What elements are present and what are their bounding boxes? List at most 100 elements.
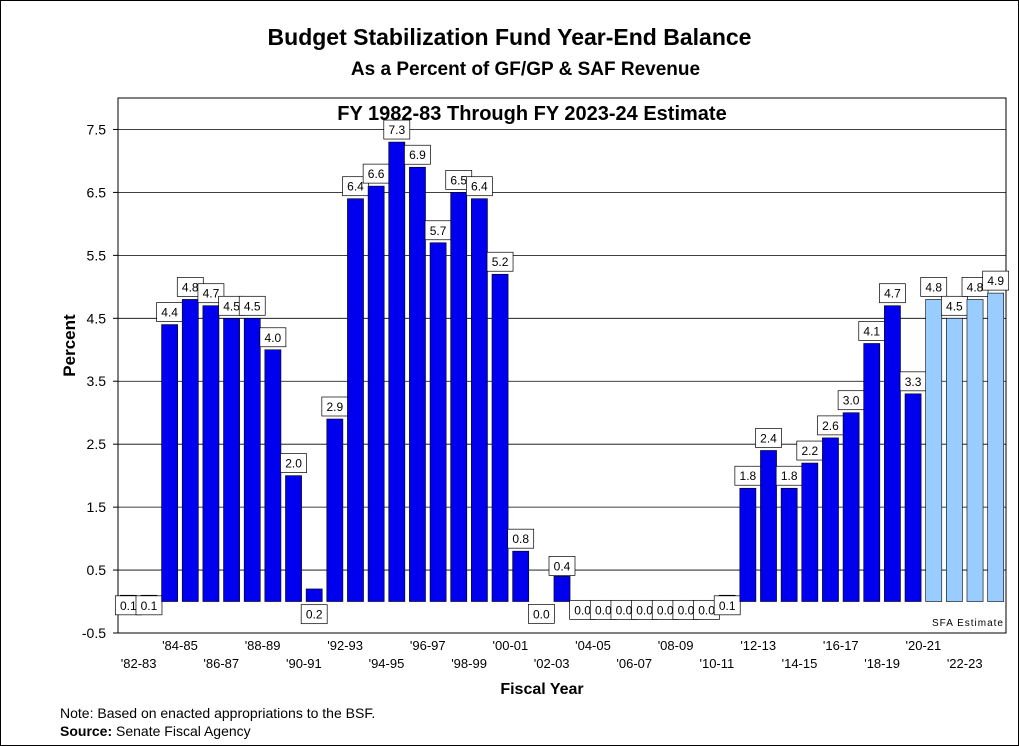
bar bbox=[429, 242, 447, 602]
data-label: 3.3 bbox=[905, 375, 922, 389]
data-label: 2.9 bbox=[326, 400, 343, 414]
data-label-box bbox=[300, 604, 328, 625]
data-label: 0.0 bbox=[595, 603, 612, 617]
source-text: Senate Fiscal Agency bbox=[112, 723, 251, 739]
data-label-box bbox=[383, 119, 411, 140]
data-label: 6.9 bbox=[409, 148, 426, 162]
bar bbox=[326, 418, 344, 602]
data-label: 4.1 bbox=[863, 324, 880, 338]
x-tick-label: '96-97 bbox=[410, 638, 446, 653]
data-label: 4.8 bbox=[925, 280, 942, 294]
bar bbox=[450, 192, 468, 602]
x-tick-label: '00-01 bbox=[493, 638, 529, 653]
y-axis-label: Percent bbox=[60, 314, 79, 377]
data-label: 4.4 bbox=[161, 306, 178, 320]
data-label-box bbox=[920, 277, 948, 297]
data-label: 0.0 bbox=[657, 603, 674, 617]
x-tick-label: '06-07 bbox=[616, 656, 652, 671]
bar bbox=[388, 141, 406, 602]
data-label: 4.0 bbox=[265, 331, 282, 345]
data-label: 4.8 bbox=[182, 280, 199, 294]
x-tick-label: '02-03 bbox=[534, 656, 570, 671]
estimate-note: SFA Estimate bbox=[932, 618, 1004, 629]
y-tick-label: -0.5 bbox=[82, 625, 106, 641]
y-tick-label: 1.5 bbox=[87, 499, 107, 515]
bar bbox=[946, 317, 963, 602]
data-label: 0.1 bbox=[719, 599, 736, 613]
y-tick-label: 0.5 bbox=[87, 562, 107, 578]
y-tick-label: 2.5 bbox=[87, 436, 107, 452]
chart-title: Budget Stabilization Fund Year-End Balan… bbox=[267, 24, 752, 50]
bar bbox=[223, 317, 240, 602]
data-label: 4.9 bbox=[987, 274, 1004, 288]
data-label-box bbox=[466, 176, 493, 197]
bar bbox=[305, 588, 323, 602]
x-tick-label: '86-87 bbox=[203, 656, 239, 671]
x-tick-label: '16-17 bbox=[823, 638, 859, 653]
data-label: 4.7 bbox=[203, 287, 220, 301]
x-tick-label: '04-05 bbox=[575, 638, 611, 653]
y-tick-label: 3.5 bbox=[87, 373, 107, 389]
data-label: 4.5 bbox=[946, 299, 963, 313]
x-tick-label: '92-93 bbox=[327, 638, 363, 653]
data-label: 0.1 bbox=[141, 599, 158, 613]
data-label-box bbox=[548, 556, 576, 576]
data-label: 0.0 bbox=[678, 603, 695, 617]
y-tick-label: 7.5 bbox=[87, 121, 107, 137]
bar bbox=[780, 487, 798, 602]
data-label: 1.8 bbox=[781, 469, 798, 483]
y-tick-label: 6.5 bbox=[87, 184, 107, 200]
data-label: 0.0 bbox=[533, 607, 550, 621]
bar bbox=[553, 576, 571, 602]
data-label: 6.4 bbox=[347, 180, 364, 194]
data-label: 0.0 bbox=[616, 603, 633, 617]
x-tick-label: '88-89 bbox=[245, 638, 281, 653]
data-label: 0.0 bbox=[574, 603, 591, 617]
data-label-box bbox=[755, 428, 782, 448]
x-tick-label: '10-11 bbox=[699, 656, 734, 671]
bar bbox=[512, 550, 530, 602]
y-tick-label: 5.5 bbox=[87, 247, 107, 263]
bar bbox=[884, 305, 901, 602]
bar bbox=[925, 299, 943, 602]
data-label: 4.8 bbox=[967, 280, 984, 294]
bar bbox=[822, 437, 839, 602]
data-label: 6.5 bbox=[450, 173, 467, 187]
data-label: 7.3 bbox=[388, 123, 405, 137]
bar bbox=[264, 349, 282, 602]
chart-subtitle: As a Percent of GF/GP & SAF Revenue bbox=[350, 59, 701, 80]
data-label: 0.4 bbox=[554, 559, 571, 573]
x-tick-label: '98-99 bbox=[451, 656, 487, 671]
data-label-box bbox=[486, 251, 514, 272]
x-tick-label: '22-23 bbox=[947, 656, 983, 671]
bar bbox=[367, 185, 385, 602]
bar bbox=[739, 487, 757, 602]
bar bbox=[842, 412, 860, 602]
bar bbox=[243, 317, 261, 602]
x-tick-label: '14-15 bbox=[782, 656, 818, 671]
data-label-box bbox=[527, 603, 555, 624]
bar bbox=[966, 299, 984, 602]
bar bbox=[904, 393, 922, 602]
data-label: 0.8 bbox=[512, 532, 529, 546]
data-label: 2.0 bbox=[285, 457, 302, 471]
bar bbox=[409, 166, 426, 602]
inner-title: FY 1982-83 Through FY 2023-24 Estimate bbox=[337, 103, 726, 125]
bar bbox=[285, 475, 302, 602]
source-line: Source: Senate Fiscal Agency bbox=[60, 723, 251, 739]
data-label: 5.2 bbox=[492, 255, 509, 269]
data-label: 2.4 bbox=[760, 431, 777, 445]
data-label: 1.8 bbox=[740, 469, 757, 483]
bar bbox=[181, 299, 199, 602]
data-label-box bbox=[259, 327, 287, 348]
x-tick-label: '90-91 bbox=[286, 656, 322, 671]
bar bbox=[801, 462, 819, 602]
x-tick-label: '84-85 bbox=[162, 638, 198, 653]
x-tick-label: '12-13 bbox=[740, 638, 776, 653]
data-label: 0.2 bbox=[306, 608, 323, 622]
bar bbox=[347, 198, 364, 602]
data-label-box bbox=[280, 453, 307, 473]
data-label: 2.6 bbox=[822, 419, 839, 433]
data-label: 6.6 bbox=[368, 167, 385, 181]
